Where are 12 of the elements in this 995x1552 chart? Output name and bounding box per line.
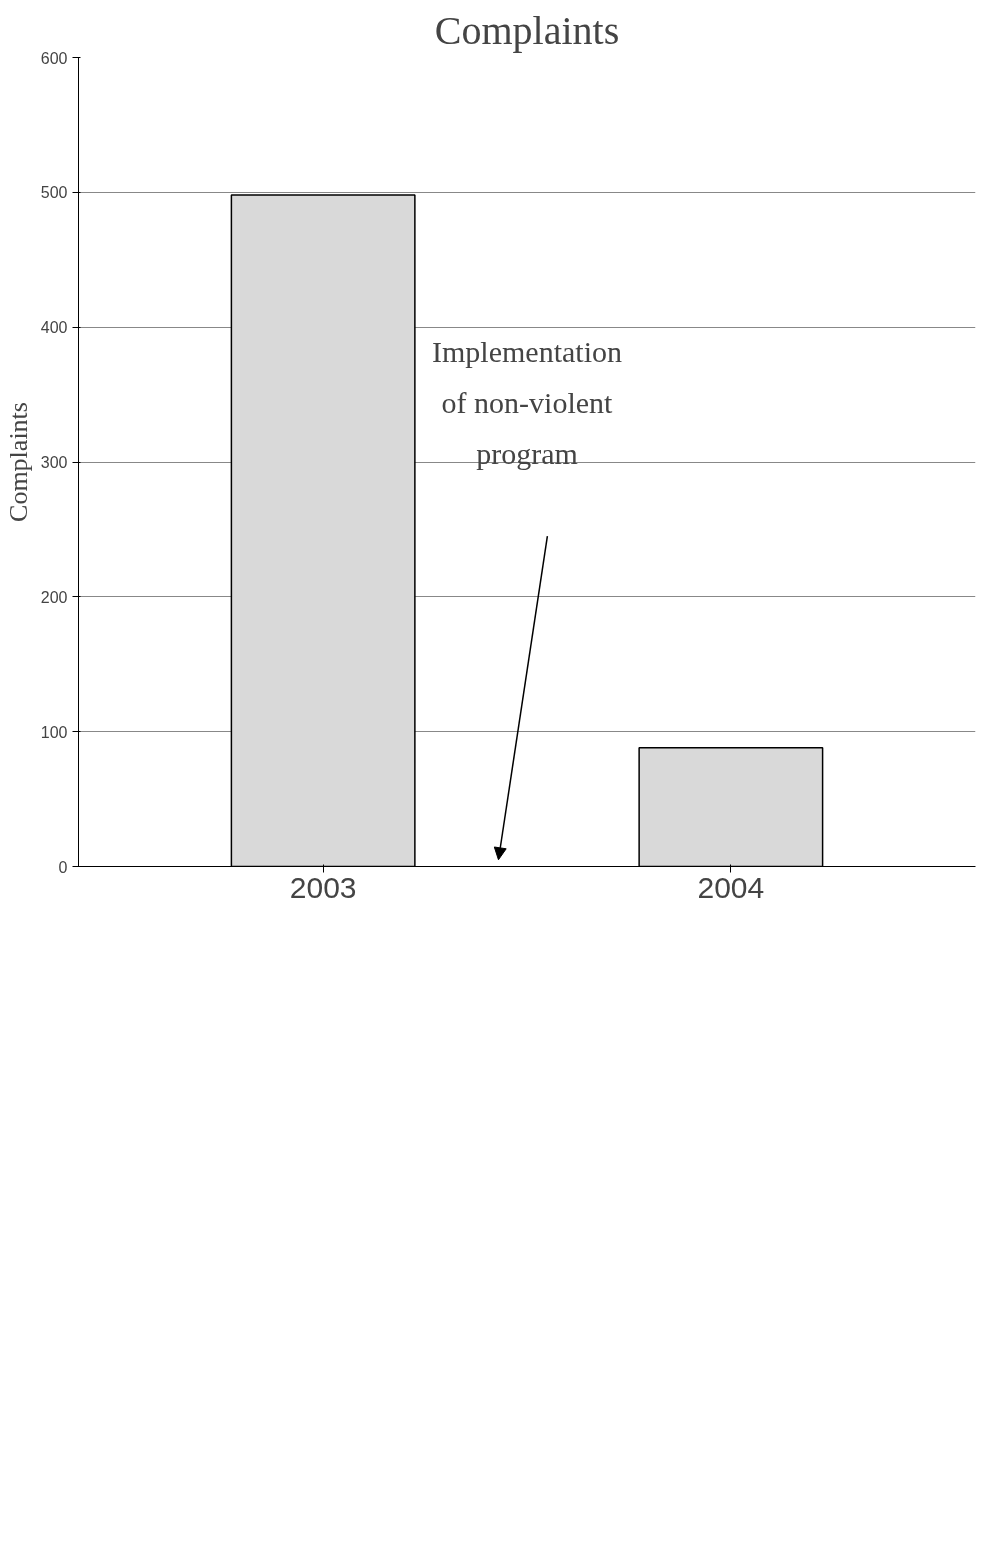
- annotation: Implementation of non-violent program: [432, 334, 622, 471]
- chart-title: Complaints: [434, 7, 620, 53]
- y-tick-label: 400: [40, 319, 68, 337]
- x-tick-label: 2003: [289, 870, 357, 904]
- y-tick-label: 100: [40, 723, 68, 741]
- y-tick-label: 0: [58, 858, 68, 876]
- y-tick-label: 200: [40, 588, 68, 606]
- y-tick-label: 600: [40, 49, 68, 67]
- y-axis-title: Complaints: [3, 402, 33, 522]
- x-tick-label: 2004: [697, 870, 765, 904]
- y-tick-label: 300: [40, 454, 68, 471]
- y-tick-label: 500: [40, 184, 68, 202]
